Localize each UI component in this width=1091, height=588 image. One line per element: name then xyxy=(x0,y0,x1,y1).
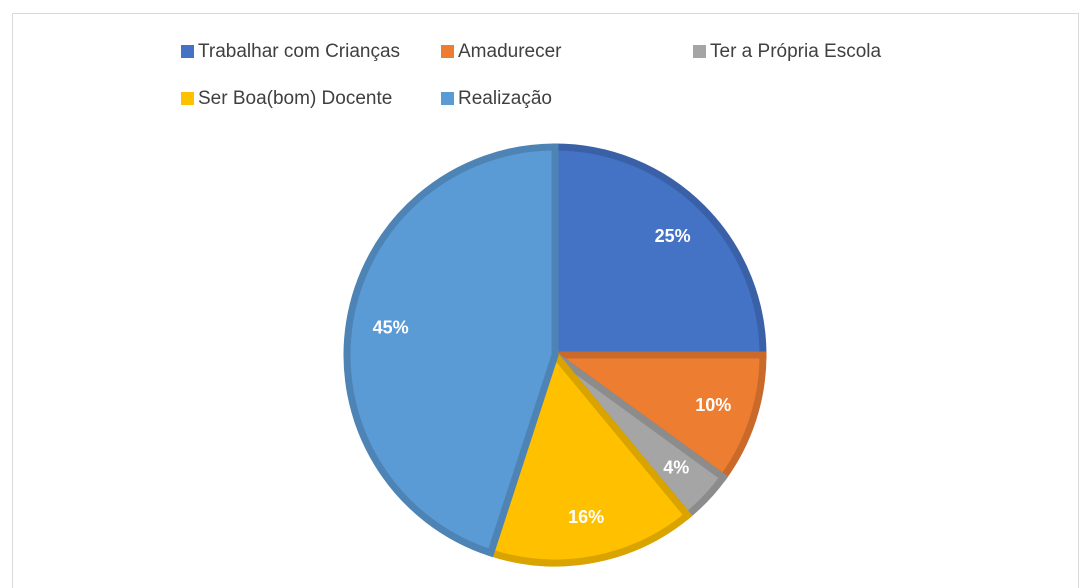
data-label: 4% xyxy=(663,458,689,478)
legend-label: Trabalhar com Crianças xyxy=(198,41,400,62)
pie-slice xyxy=(343,143,559,558)
legend-swatch xyxy=(181,92,194,105)
legend-label: Amadurecer xyxy=(458,41,562,62)
data-label: 16% xyxy=(568,507,604,527)
data-label: 45% xyxy=(373,318,409,338)
legend-swatch xyxy=(181,45,194,58)
legend-swatch xyxy=(441,45,454,58)
legend-label: Realização xyxy=(458,88,552,109)
legend-swatch xyxy=(693,45,706,58)
data-label: 25% xyxy=(655,226,691,246)
pie-slice xyxy=(551,143,767,359)
legend-swatch xyxy=(441,92,454,105)
legend-label: Ter a Própria Escola xyxy=(710,41,882,62)
data-label: 10% xyxy=(695,395,731,415)
pie-slice xyxy=(544,351,767,483)
legend-label: Ser Boa(bom) Docente xyxy=(198,88,392,109)
